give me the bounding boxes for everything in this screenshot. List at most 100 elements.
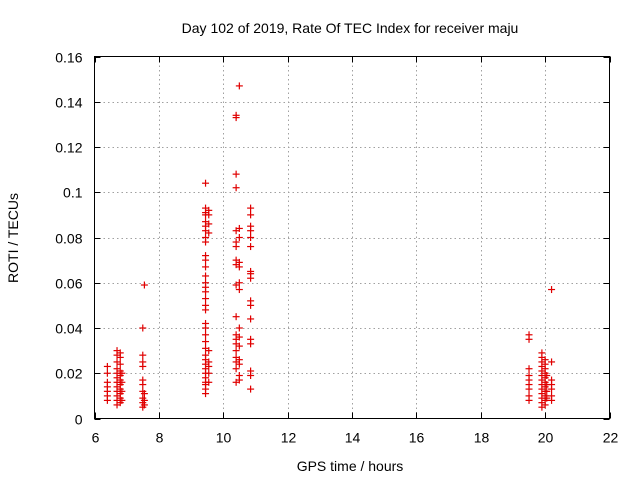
data-point bbox=[205, 229, 213, 237]
data-point bbox=[202, 331, 210, 339]
data-point bbox=[525, 365, 533, 373]
data-point bbox=[202, 179, 210, 187]
data-point bbox=[202, 319, 210, 327]
data-point bbox=[235, 286, 243, 294]
data-point bbox=[247, 204, 255, 212]
axis-ticks: 6 8 10 12 14 16 18 20 22 0 0.02 0.04 0.06 0.08 0.1 0.12… bbox=[55, 50, 618, 446]
y-tick-label: 0.14 bbox=[55, 95, 82, 111]
data-point bbox=[139, 324, 147, 332]
data-point bbox=[548, 286, 556, 294]
data-point bbox=[235, 82, 243, 90]
data-point bbox=[202, 252, 210, 260]
data-point bbox=[202, 263, 210, 271]
data-point bbox=[247, 234, 255, 241]
data-point bbox=[548, 358, 556, 366]
data-point bbox=[232, 184, 240, 192]
data-point bbox=[247, 315, 255, 323]
data-point bbox=[235, 279, 243, 287]
data-point bbox=[525, 331, 533, 339]
data-point bbox=[247, 267, 255, 275]
data-point bbox=[103, 369, 111, 377]
data-point bbox=[202, 301, 210, 309]
plot-frame bbox=[94, 56, 610, 419]
data-point bbox=[247, 335, 255, 343]
y-tick-label: 0.12 bbox=[55, 140, 82, 156]
data-point bbox=[103, 378, 111, 386]
data-point bbox=[232, 170, 240, 178]
chart-title: Day 102 of 2019, Rate Of TEC Index for r… bbox=[182, 20, 519, 36]
y-tick-label: 0.02 bbox=[55, 366, 82, 382]
y-tick-label: 0.1 bbox=[63, 185, 83, 201]
x-tick-label: 6 bbox=[92, 430, 100, 446]
data-point bbox=[232, 111, 240, 119]
y-tick-label: 0.06 bbox=[55, 276, 82, 292]
data-point bbox=[543, 394, 551, 402]
data-point bbox=[235, 324, 243, 332]
data-point bbox=[235, 224, 243, 232]
data-point bbox=[103, 362, 111, 370]
data-point bbox=[202, 234, 210, 241]
data-point bbox=[205, 206, 213, 214]
x-axis-label: GPS time / hours bbox=[297, 458, 404, 474]
data-point bbox=[202, 351, 210, 359]
data-point bbox=[140, 390, 148, 398]
data-point bbox=[247, 211, 255, 219]
data-point bbox=[235, 356, 243, 364]
data-point bbox=[247, 385, 255, 393]
data-point bbox=[232, 365, 240, 373]
data-point bbox=[118, 387, 126, 395]
data-point bbox=[232, 238, 240, 246]
data-point bbox=[116, 349, 124, 357]
x-tick-label: 14 bbox=[345, 430, 361, 446]
data-point bbox=[139, 358, 147, 366]
data-point bbox=[202, 295, 210, 303]
data-point bbox=[205, 220, 213, 228]
x-tick-label: 18 bbox=[474, 430, 490, 446]
data-point bbox=[247, 297, 255, 305]
data-point bbox=[541, 356, 549, 364]
x-tick-label: 8 bbox=[156, 430, 164, 446]
data-point bbox=[205, 358, 213, 366]
y-axis-label: ROTI / TECUs bbox=[5, 193, 21, 283]
data-points bbox=[103, 82, 556, 411]
data-point bbox=[247, 367, 255, 375]
data-point bbox=[232, 347, 240, 355]
data-point bbox=[116, 360, 124, 368]
data-point bbox=[235, 234, 243, 241]
data-point bbox=[247, 243, 255, 251]
data-point bbox=[525, 372, 533, 380]
data-point bbox=[525, 392, 533, 400]
data-point bbox=[235, 333, 243, 341]
data-point bbox=[247, 222, 255, 230]
y-tick-label: 0 bbox=[75, 412, 83, 428]
data-point bbox=[202, 272, 210, 280]
x-tick-label: 16 bbox=[409, 430, 425, 446]
x-tick-label: 10 bbox=[216, 430, 232, 446]
data-point bbox=[235, 342, 243, 350]
data-point bbox=[205, 369, 213, 377]
data-point bbox=[548, 376, 556, 384]
data-point bbox=[139, 351, 147, 359]
data-point bbox=[232, 313, 240, 321]
y-tick-label: 0.08 bbox=[55, 231, 82, 247]
data-point bbox=[139, 376, 147, 384]
data-point bbox=[118, 396, 126, 404]
data-point bbox=[548, 392, 556, 400]
x-tick-label: 20 bbox=[538, 430, 554, 446]
data-point bbox=[118, 378, 126, 386]
data-point bbox=[140, 281, 148, 289]
x-tick-label: 22 bbox=[603, 430, 619, 446]
grid bbox=[94, 56, 610, 419]
data-point bbox=[538, 349, 546, 357]
data-point bbox=[205, 378, 213, 386]
data-point bbox=[543, 372, 551, 380]
data-point bbox=[118, 369, 126, 377]
data-point bbox=[202, 338, 210, 346]
data-point bbox=[543, 387, 551, 395]
y-tick-label: 0.16 bbox=[55, 50, 82, 66]
data-point bbox=[202, 279, 210, 287]
x-tick-label: 12 bbox=[281, 430, 297, 446]
data-point bbox=[205, 347, 213, 355]
y-tick-label: 0.04 bbox=[55, 321, 82, 337]
